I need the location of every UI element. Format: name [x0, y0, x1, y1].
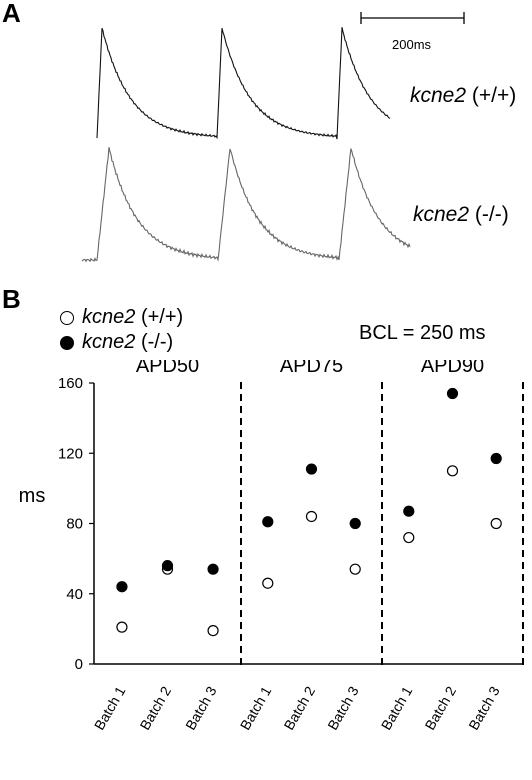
legend-filled-circle-icon [60, 335, 74, 350]
ko-point [403, 505, 415, 517]
ko-point [349, 517, 361, 530]
panel-a-letter: A [2, 0, 21, 28]
y-tick-label: 80 [66, 516, 83, 533]
x-tick-label: Batch 3 [182, 683, 220, 732]
x-tick-label: Batch 2 [136, 683, 174, 732]
wt-point [262, 577, 274, 589]
y-tick-label: 120 [58, 445, 83, 462]
legend-ko-gene: kcne2 [82, 331, 136, 353]
wt-point [305, 510, 318, 523]
action-potential-trace-ko [81, 147, 411, 263]
legend-entry-wt: kcne2 (+/+) [60, 306, 183, 329]
group-label-apd75: APD75 [280, 360, 343, 377]
ko-point [305, 463, 318, 475]
trace-label-wt-gene: kcne2 [410, 84, 467, 107]
trace-label-wt: kcne2 (+/+) [410, 84, 516, 108]
x-tick-label: Batch 3 [324, 683, 362, 732]
legend-entry-ko: kcne2 (-/-) [60, 331, 173, 354]
wt-point [207, 625, 219, 637]
wt-point [116, 621, 128, 633]
y-tick-label: 160 [58, 375, 83, 392]
wt-point [403, 531, 415, 544]
y-tick-label: 40 [66, 586, 83, 603]
legend-open-circle-icon [60, 310, 74, 325]
trace-panel: 200ms [81, 12, 465, 263]
legend-wt-genotype: (+/+) [140, 306, 184, 328]
action-potential-trace-wt [96, 27, 391, 140]
scale-bar-label: 200ms [392, 37, 432, 52]
group-label-apd90: APD90 [421, 360, 484, 377]
y-tick-label: 0 [75, 656, 83, 673]
legend-ko-genotype: (-/-) [140, 331, 174, 353]
ko-point [446, 387, 459, 400]
ko-point [207, 563, 219, 575]
ko-point [262, 516, 274, 528]
panel-b-letter: B [2, 284, 21, 314]
group-label-apd50: APD50 [136, 360, 199, 377]
wt-point [349, 563, 361, 575]
x-tick-label: Batch 2 [280, 683, 318, 732]
trace-label-ko-genotype: (-/-) [474, 203, 509, 226]
legend-wt-gene: kcne2 [82, 306, 136, 328]
x-tick-label: Batch 2 [421, 683, 459, 732]
trace-label-ko: kcne2 (-/-) [413, 203, 509, 227]
ko-point [161, 560, 174, 572]
x-tick-label: Batch 1 [237, 683, 275, 732]
ko-point [116, 581, 128, 593]
x-tick-label: Batch 1 [91, 683, 129, 732]
scale-bar [360, 12, 465, 24]
wt-point [490, 517, 502, 530]
x-tick-label: Batch 3 [465, 683, 503, 732]
bcl-label: BCL = 250 ms [359, 322, 486, 344]
trace-label-ko-gene: kcne2 [413, 203, 470, 226]
y-axis-label: ms [19, 485, 46, 507]
x-tick-label: Batch 1 [378, 683, 416, 732]
wt-point [446, 465, 459, 477]
trace-label-wt-genotype: (+/+) [471, 84, 517, 107]
ko-point [490, 452, 502, 465]
